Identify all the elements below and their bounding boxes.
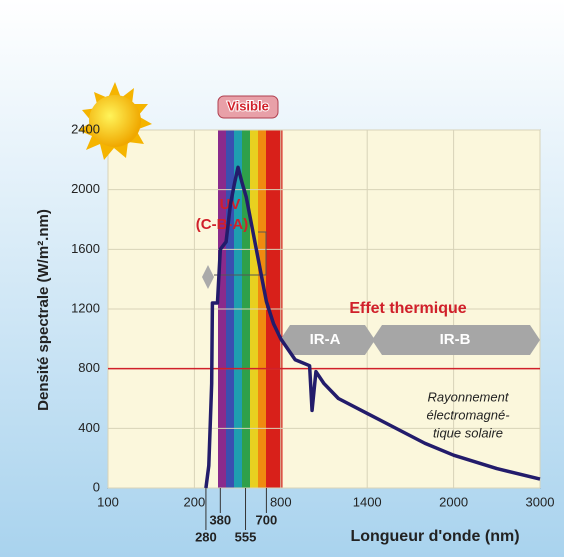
uv-bands-label: (C-B-A) [196, 216, 248, 233]
x-tick-label: 200 [184, 494, 206, 509]
x-tick-label: 3000 [526, 494, 555, 509]
y-tick-label: 400 [78, 420, 100, 435]
y-tick-label: 2000 [71, 181, 100, 196]
y-tick-label: 800 [78, 360, 100, 375]
x-tick-label: 700 [256, 512, 278, 527]
ir-b-label: IR-B [440, 331, 471, 348]
thermal-label: Effet thermique [349, 300, 466, 317]
y-tick-label: 1600 [71, 241, 100, 256]
visible-label: Visible [227, 98, 269, 113]
x-tick-label: 1400 [353, 494, 382, 509]
x-axis-label: Longueur d'onde (nm) [350, 528, 519, 545]
y-tick-label: 1200 [71, 300, 100, 315]
x-tick-label: 100 [97, 494, 119, 509]
x-tick-label: 800 [270, 494, 292, 509]
y-tick-label: 2400 [71, 121, 100, 136]
y-tick-label: 0 [93, 479, 100, 494]
chart: Visible UV (C-B-A) Effet thermique IR-A … [0, 0, 564, 557]
x-tick-label: 280 [195, 529, 217, 544]
x-tick-label: 555 [235, 529, 257, 544]
x-tick-label: 380 [209, 512, 231, 527]
curve-label: tique solaire [433, 425, 503, 440]
curve-label: Rayonnement [428, 389, 510, 404]
ir-a-label: IR-A [310, 331, 341, 348]
y-axis-label: Densité spectrale (W/m².nm) [35, 209, 52, 411]
curve-label: électromagné- [426, 407, 510, 422]
x-tick-label: 2000 [439, 494, 468, 509]
